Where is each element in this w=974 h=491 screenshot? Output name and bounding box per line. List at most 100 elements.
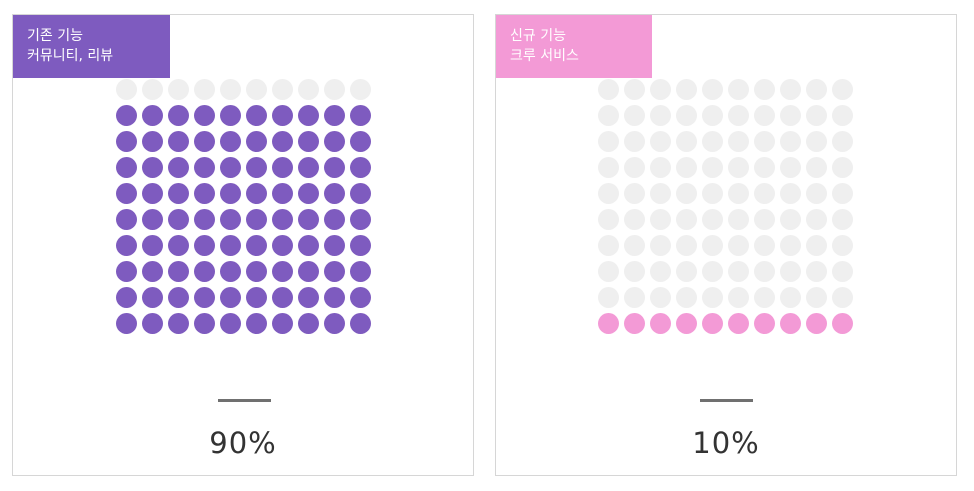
waffle-dot-filled xyxy=(220,313,241,334)
waffle-dot-filled xyxy=(142,209,163,230)
waffle-dot-empty xyxy=(806,183,827,204)
waffle-dot-filled xyxy=(298,105,319,126)
waffle-dot-empty xyxy=(832,261,853,282)
waffle-dot-filled xyxy=(272,313,293,334)
tag-subtitle: 커뮤니티, 리뷰 xyxy=(27,48,114,64)
waffle-dot-filled xyxy=(246,313,267,334)
waffle-dot-filled xyxy=(272,157,293,178)
waffle-dot-filled xyxy=(298,313,319,334)
waffle-dot-empty xyxy=(780,209,801,230)
waffle-dot-filled xyxy=(246,157,267,178)
waffle-dot-empty xyxy=(142,79,163,100)
waffle-dot-empty xyxy=(780,79,801,100)
waffle-dot-empty xyxy=(754,209,775,230)
waffle-dot-filled xyxy=(350,313,371,334)
chart-panel-existing: 기존 기능 커뮤니티, 리뷰 90% xyxy=(12,14,474,476)
waffle-dot-filled xyxy=(142,261,163,282)
waffle-dot-filled xyxy=(220,183,241,204)
waffle-dot-filled xyxy=(168,105,189,126)
waffle-dot-filled xyxy=(116,105,137,126)
waffle-dot-empty xyxy=(832,287,853,308)
waffle-dot-empty xyxy=(676,235,697,256)
waffle-dot-filled xyxy=(780,313,801,334)
waffle-dot-empty xyxy=(702,183,723,204)
waffle-dot-filled xyxy=(220,209,241,230)
waffle-dot-filled xyxy=(350,157,371,178)
waffle-dot-empty xyxy=(806,105,827,126)
waffle-dot-empty xyxy=(728,261,749,282)
waffle-dot-filled xyxy=(142,183,163,204)
waffle-dot-empty xyxy=(702,287,723,308)
waffle-dot-filled xyxy=(298,183,319,204)
waffle-dot-filled xyxy=(194,105,215,126)
waffle-dot-filled xyxy=(272,183,293,204)
waffle-dot-filled xyxy=(168,235,189,256)
waffle-dot-empty xyxy=(780,287,801,308)
waffle-dot-filled xyxy=(142,157,163,178)
waffle-dot-empty xyxy=(246,79,267,100)
waffle-dot-empty xyxy=(650,157,671,178)
category-tag: 기존 기능 커뮤니티, 리뷰 xyxy=(13,15,170,78)
waffle-dot-empty xyxy=(832,131,853,152)
waffle-dot-filled xyxy=(194,131,215,152)
waffle-dot-empty xyxy=(702,209,723,230)
waffle-dot-filled xyxy=(728,313,749,334)
chart-panel-new: 신규 기능 크루 서비스 10% xyxy=(495,14,957,476)
waffle-dot-filled xyxy=(116,235,137,256)
waffle-dot-filled xyxy=(142,131,163,152)
waffle-dot-empty xyxy=(754,157,775,178)
waffle-dot-empty xyxy=(806,157,827,178)
waffle-dot-filled xyxy=(272,209,293,230)
waffle-dot-empty xyxy=(702,79,723,100)
waffle-dot-filled xyxy=(142,105,163,126)
waffle-dot-empty xyxy=(624,105,645,126)
waffle-dot-empty xyxy=(728,131,749,152)
waffle-dot-empty xyxy=(832,183,853,204)
waffle-dot-filled xyxy=(246,287,267,308)
waffle-dot-filled xyxy=(298,131,319,152)
waffle-dot-empty xyxy=(598,79,619,100)
waffle-dot-filled xyxy=(168,131,189,152)
waffle-dot-filled xyxy=(142,287,163,308)
waffle-dot-filled xyxy=(220,131,241,152)
waffle-dot-filled xyxy=(298,157,319,178)
waffle-dot-empty xyxy=(702,261,723,282)
waffle-dot-empty xyxy=(702,157,723,178)
waffle-dot-filled xyxy=(350,183,371,204)
waffle-dot-filled xyxy=(272,287,293,308)
waffle-dot-empty xyxy=(728,105,749,126)
waffle-dot-empty xyxy=(780,131,801,152)
waffle-dot-filled xyxy=(220,287,241,308)
waffle-dot-filled xyxy=(350,131,371,152)
waffle-dot-filled xyxy=(324,209,345,230)
waffle-dot-empty xyxy=(650,183,671,204)
waffle-dot-empty xyxy=(676,79,697,100)
waffle-dot-filled xyxy=(272,235,293,256)
waffle-dot-empty xyxy=(676,157,697,178)
waffle-dot-empty xyxy=(676,261,697,282)
waffle-dot-filled xyxy=(702,313,723,334)
waffle-dot-empty xyxy=(650,287,671,308)
waffle-dot-empty xyxy=(598,287,619,308)
waffle-dot-filled xyxy=(832,313,853,334)
waffle-dot-filled xyxy=(350,261,371,282)
percent-label: 10% xyxy=(692,426,760,460)
waffle-dot-filled xyxy=(116,261,137,282)
waffle-dot-filled xyxy=(350,235,371,256)
waffle-dot-filled xyxy=(350,209,371,230)
waffle-dot-filled xyxy=(324,183,345,204)
waffle-dot-filled xyxy=(194,235,215,256)
waffle-dot-empty xyxy=(624,131,645,152)
waffle-dot-empty xyxy=(598,131,619,152)
waffle-dot-empty xyxy=(754,261,775,282)
waffle-dot-empty xyxy=(754,105,775,126)
waffle-dot-filled xyxy=(350,287,371,308)
waffle-dot-filled xyxy=(298,235,319,256)
waffle-dot-empty xyxy=(832,235,853,256)
waffle-dot-filled xyxy=(246,261,267,282)
waffle-dot-empty xyxy=(676,131,697,152)
waffle-dot-empty xyxy=(650,105,671,126)
waffle-dot-empty xyxy=(650,261,671,282)
waffle-dot-empty xyxy=(780,105,801,126)
waffle-dot-filled xyxy=(194,261,215,282)
